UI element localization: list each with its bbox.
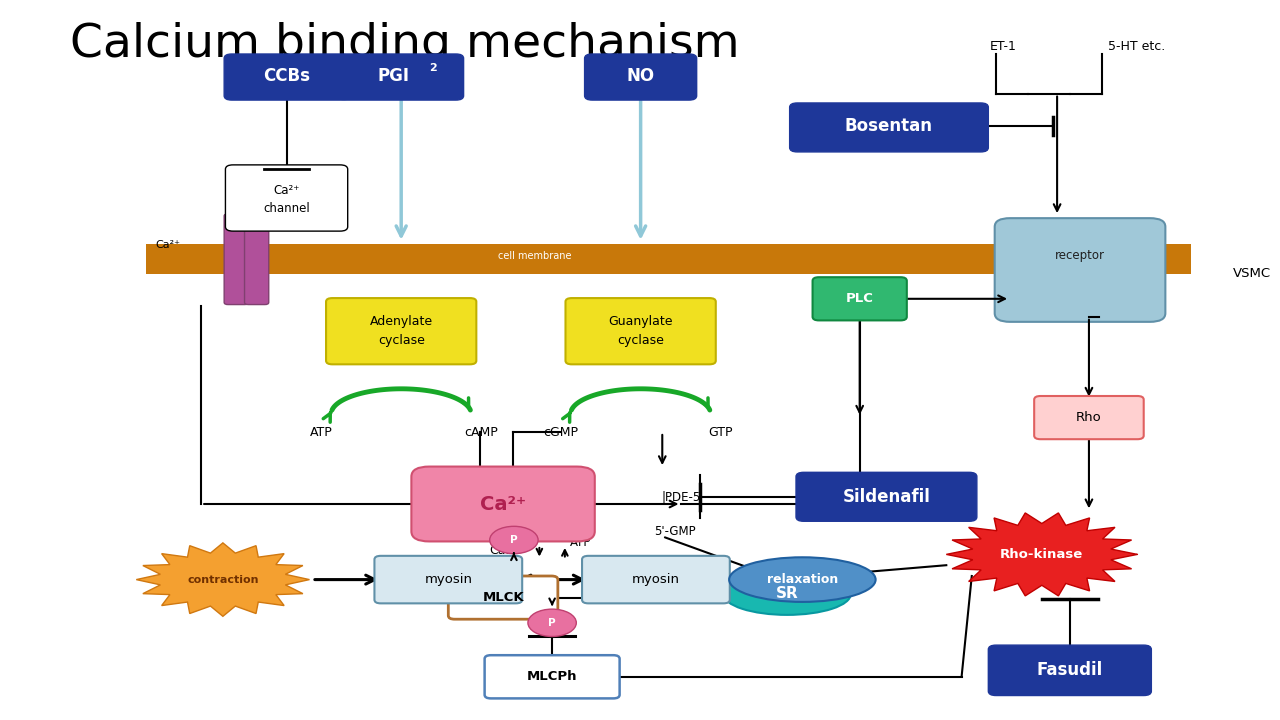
FancyBboxPatch shape — [813, 277, 906, 320]
Text: cell membrane: cell membrane — [498, 251, 572, 261]
Ellipse shape — [723, 573, 851, 615]
Text: Guanylate: Guanylate — [608, 315, 673, 328]
Text: 5'-GMP: 5'-GMP — [654, 525, 696, 538]
Text: 5-HT etc.: 5-HT etc. — [1108, 40, 1165, 53]
Text: myosin: myosin — [424, 573, 472, 586]
Text: Calcium binding mechanism: Calcium binding mechanism — [70, 22, 740, 67]
Text: Sildenafil: Sildenafil — [842, 488, 931, 506]
Text: Fasudil: Fasudil — [1037, 661, 1103, 678]
Text: ET-1: ET-1 — [989, 40, 1016, 53]
Ellipse shape — [730, 557, 876, 602]
FancyBboxPatch shape — [566, 298, 716, 364]
FancyBboxPatch shape — [448, 576, 558, 619]
Text: ADP: ADP — [512, 536, 536, 549]
Text: Ca²⁺: Ca²⁺ — [156, 240, 180, 250]
Text: Bosentan: Bosentan — [845, 117, 933, 135]
Text: P: P — [548, 618, 556, 628]
Text: PLC: PLC — [846, 292, 874, 305]
Circle shape — [490, 526, 538, 554]
FancyBboxPatch shape — [326, 298, 476, 364]
FancyBboxPatch shape — [224, 214, 248, 305]
Text: Ca²⁺: Ca²⁺ — [480, 495, 526, 513]
Text: CaM: CaM — [489, 544, 517, 557]
FancyBboxPatch shape — [339, 54, 463, 100]
FancyBboxPatch shape — [995, 218, 1165, 322]
Text: Rho-kinase: Rho-kinase — [1000, 548, 1083, 561]
FancyBboxPatch shape — [790, 103, 988, 152]
FancyBboxPatch shape — [411, 467, 595, 541]
FancyBboxPatch shape — [796, 472, 977, 521]
Text: cGMP: cGMP — [543, 426, 577, 438]
FancyBboxPatch shape — [244, 214, 269, 305]
Text: ATP: ATP — [310, 426, 333, 438]
FancyBboxPatch shape — [582, 556, 730, 603]
Polygon shape — [136, 543, 310, 616]
Text: GTP: GTP — [709, 426, 733, 438]
Text: receptor: receptor — [1055, 249, 1105, 262]
Text: NO: NO — [627, 67, 654, 85]
FancyBboxPatch shape — [146, 244, 1190, 274]
Circle shape — [527, 609, 576, 636]
FancyBboxPatch shape — [585, 54, 696, 100]
FancyBboxPatch shape — [988, 645, 1151, 696]
Text: cyclase: cyclase — [378, 334, 425, 347]
Text: channel: channel — [264, 202, 310, 215]
Polygon shape — [946, 513, 1138, 596]
Text: Ca²⁺: Ca²⁺ — [274, 184, 300, 197]
FancyBboxPatch shape — [1034, 396, 1144, 439]
FancyBboxPatch shape — [375, 556, 522, 603]
Text: contraction: contraction — [187, 575, 259, 585]
Text: VSMC: VSMC — [1233, 267, 1271, 280]
Text: P: P — [511, 535, 517, 545]
FancyBboxPatch shape — [225, 165, 348, 231]
Text: Rho: Rho — [1076, 411, 1102, 424]
Text: relaxation: relaxation — [767, 573, 838, 586]
Text: MLCK: MLCK — [483, 591, 524, 604]
Text: cAMP: cAMP — [465, 426, 498, 438]
Text: MLCPh: MLCPh — [527, 670, 577, 683]
Text: SR: SR — [776, 587, 799, 601]
Text: cyclase: cyclase — [617, 334, 664, 347]
Text: PGI: PGI — [378, 67, 410, 85]
Text: 2: 2 — [429, 63, 436, 73]
Text: ATP: ATP — [570, 536, 591, 549]
Text: CCBs: CCBs — [264, 67, 310, 85]
FancyBboxPatch shape — [485, 655, 620, 698]
Text: myosin: myosin — [632, 573, 680, 586]
Text: Adenylate: Adenylate — [370, 315, 433, 328]
Text: |PDE-5: |PDE-5 — [662, 490, 700, 503]
FancyBboxPatch shape — [224, 54, 349, 100]
